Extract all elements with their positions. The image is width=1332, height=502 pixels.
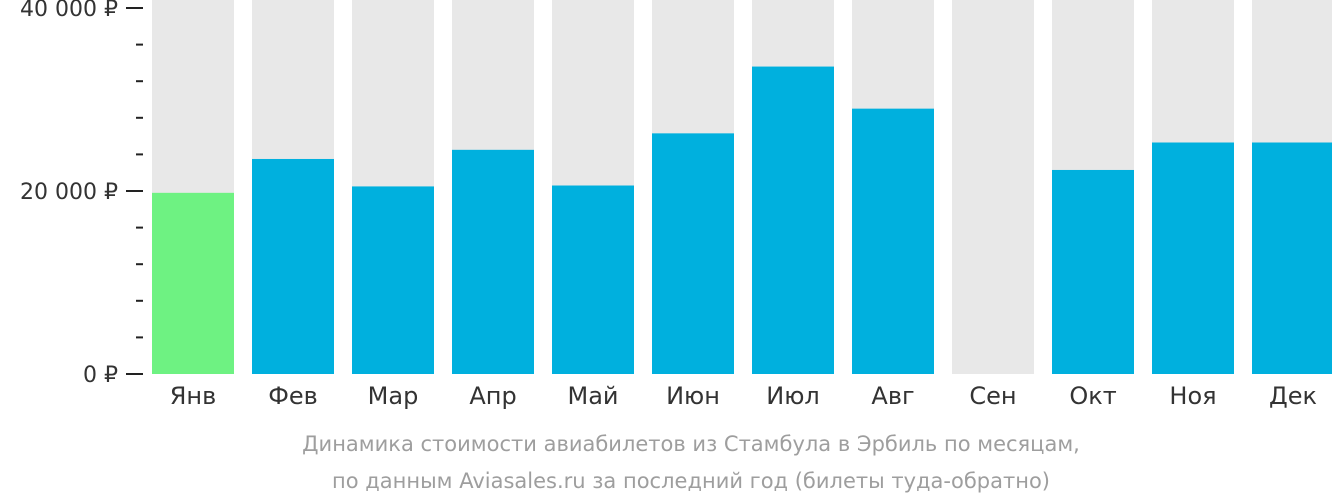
x-tick-label: Фев: [268, 382, 318, 410]
bar-4: [452, 149, 534, 374]
bar-6: [652, 133, 734, 374]
y-tick-label: 20 000 ₽: [20, 180, 118, 205]
y-tick-label: 0 ₽: [83, 363, 118, 388]
x-tick-label: Окт: [1069, 382, 1116, 410]
x-tick-label: Май: [567, 382, 618, 410]
x-tick-label: Авг: [871, 382, 914, 410]
x-tick-label: Ноя: [1169, 382, 1216, 410]
x-tick-label: Мар: [368, 382, 419, 410]
bar-2: [252, 158, 334, 374]
chart-caption-line-1: Динамика стоимости авиабилетов из Стамбу…: [302, 432, 1080, 456]
bar-11: [1152, 142, 1234, 374]
bar-12: [1252, 142, 1332, 374]
x-tick-label: Июл: [766, 382, 820, 410]
bar-7: [752, 66, 834, 374]
chart-caption-line-2: по данным Aviasales.ru за последний год …: [332, 469, 1050, 493]
bar-10: [1052, 169, 1134, 374]
bar-8: [852, 108, 934, 375]
x-tick-label: Июн: [666, 382, 720, 410]
y-tick-label: 40 000 ₽: [20, 0, 118, 22]
x-tick-label: Янв: [170, 382, 217, 410]
bar-1: [152, 192, 234, 374]
x-tick-label: Апр: [469, 382, 516, 410]
x-tick-label: Дек: [1269, 382, 1317, 410]
x-tick-label: Сен: [969, 382, 1016, 410]
bar-3: [352, 186, 434, 374]
bar-chart: Янв Фев Мар Апр Май Июн Июл Авг Сен Окт Ноя Дек 0 ₽ 2…: [20, 0, 1332, 410]
bar-background: [952, 0, 1034, 374]
bar-5: [552, 185, 634, 374]
